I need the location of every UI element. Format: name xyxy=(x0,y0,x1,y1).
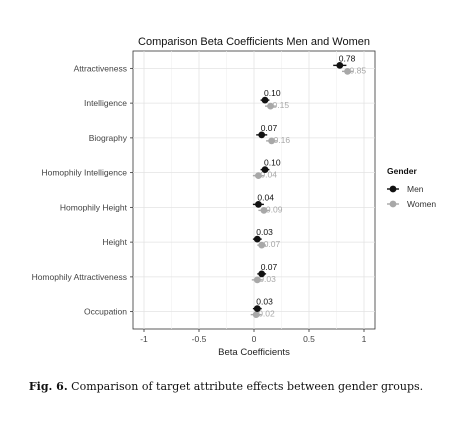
chart-title: Comparison Beta Coefficients Men and Wom… xyxy=(138,36,370,48)
point-women xyxy=(267,102,274,110)
data-label-men: 0.07 xyxy=(261,262,278,272)
data-label-women: 0.04 xyxy=(260,170,277,180)
x-tick-label: -1 xyxy=(140,334,148,344)
data-label-men: 0.03 xyxy=(256,227,273,237)
point-men xyxy=(253,235,261,243)
data-label-women: 0.03 xyxy=(259,274,276,284)
y-category-label: Occupation xyxy=(84,307,127,317)
legend-entry-label: Men xyxy=(407,184,424,194)
caption-label: Fig. 6. xyxy=(28,380,68,393)
data-label-men: 0.78 xyxy=(339,53,356,63)
data-label-men: 0.04 xyxy=(257,192,274,202)
data-label-women: 0.16 xyxy=(274,135,291,145)
data-label-women: 0.07 xyxy=(264,239,281,249)
point-men xyxy=(261,166,269,174)
x-tick-label: 0 xyxy=(252,334,257,344)
point-men xyxy=(253,305,261,313)
point-women xyxy=(268,137,275,145)
legend-key-point xyxy=(389,185,397,193)
y-category-label: Attractiveness xyxy=(74,63,127,73)
point-men xyxy=(258,131,266,139)
point-women xyxy=(255,172,262,180)
y-category-label: Homophily Intelligence xyxy=(41,168,127,178)
chart: Comparison Beta Coefficients Men and Wom… xyxy=(32,36,437,358)
y-category-label: Height xyxy=(102,237,127,247)
point-men xyxy=(261,96,269,104)
point-women xyxy=(260,206,268,214)
legend-title: Gender xyxy=(387,166,417,176)
data-label-men: 0.07 xyxy=(261,123,278,133)
x-tick-label: 1 xyxy=(362,334,367,344)
data-label-women: 0.15 xyxy=(273,100,290,110)
y-category-label: Biography xyxy=(89,133,128,143)
data-label-men: 0.10 xyxy=(264,88,281,98)
y-category-label: Homophily Height xyxy=(60,202,128,212)
legend-entry-label: Women xyxy=(407,199,436,209)
point-women xyxy=(253,276,261,284)
y-category-label: Intelligence xyxy=(84,98,127,108)
x-tick-label: 0.5 xyxy=(303,334,315,344)
x-axis-label: Beta Coefficients xyxy=(218,347,290,358)
point-women xyxy=(258,241,266,249)
point-men xyxy=(258,270,266,278)
legend-key-point xyxy=(389,200,397,208)
chart-svg: Comparison Beta Coefficients Men and Wom… xyxy=(32,36,437,358)
caption-text: Comparison of target attribute effects b… xyxy=(71,380,424,393)
point-men xyxy=(255,200,262,208)
point-women xyxy=(252,311,260,319)
data-label-women: 0.02 xyxy=(258,309,275,319)
point-women xyxy=(344,67,351,75)
point-men xyxy=(336,61,344,69)
x-tick-label: -0.5 xyxy=(192,334,207,344)
y-category-label: Homophily Attractiveness xyxy=(32,272,127,282)
figure-caption: Fig. 6. Comparison of target attribute e… xyxy=(0,380,452,393)
data-label-men: 0.10 xyxy=(264,158,281,168)
data-label-women: 0.85 xyxy=(350,65,367,75)
data-label-women: 0.09 xyxy=(266,204,283,214)
data-label-men: 0.03 xyxy=(256,297,273,307)
